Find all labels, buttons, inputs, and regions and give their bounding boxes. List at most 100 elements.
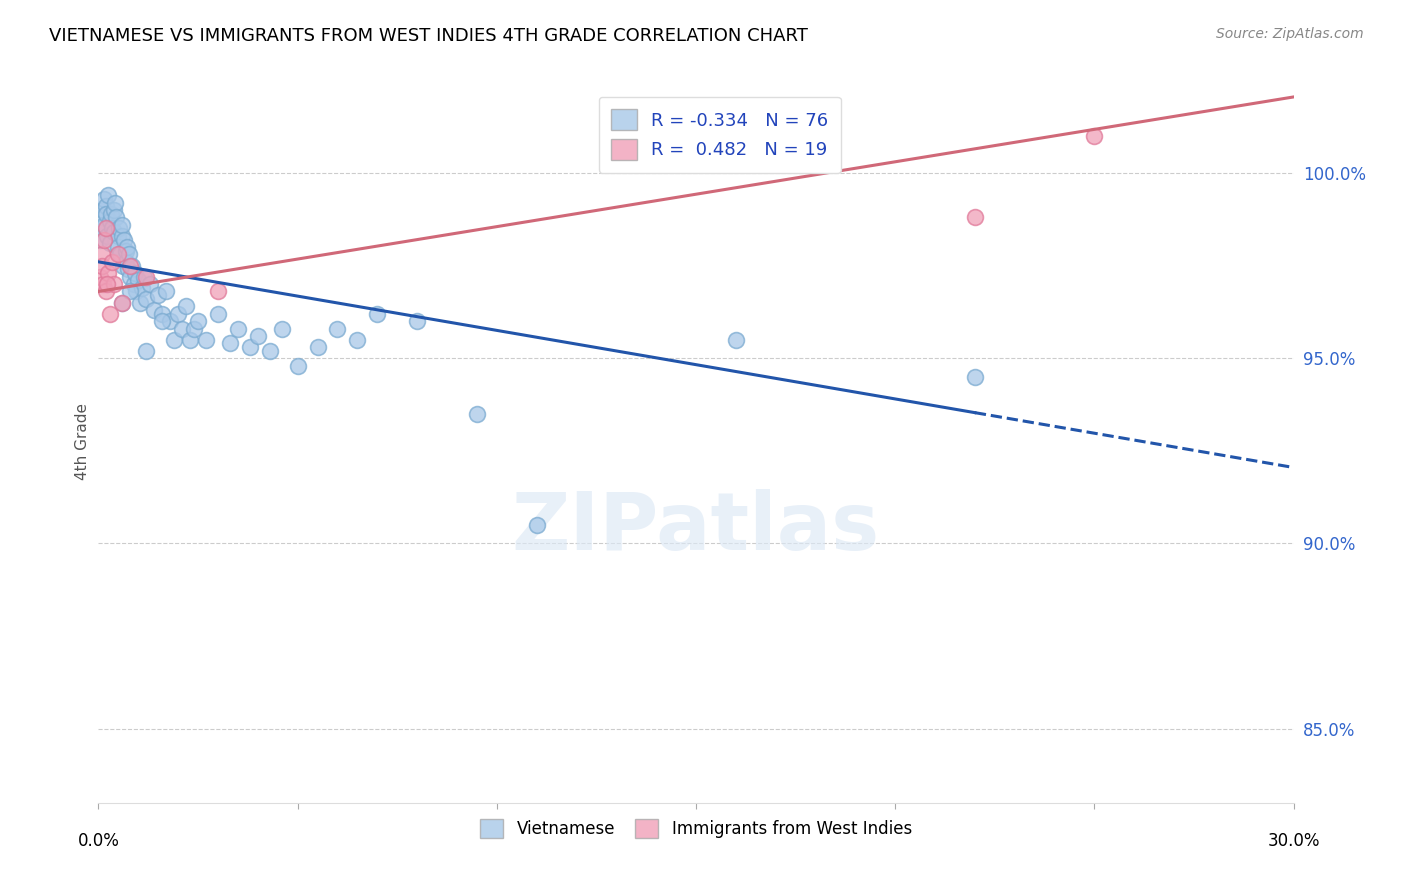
Point [195,333,218,347]
Point [1083,128,1105,143]
Point [131,281,153,295]
Point [112,233,135,247]
Point [187,314,209,328]
Text: Source: ZipAtlas.com: Source: ZipAtlas.com [1216,27,1364,41]
Point [101,221,124,235]
Text: 0.0%: 0.0% [77,832,120,850]
Point [93,233,115,247]
Point [96,277,118,291]
Point [207,285,229,299]
Point [107,240,129,254]
Point [111,295,134,310]
Point [96,228,118,243]
Point [174,299,197,313]
Point [90,211,112,225]
Point [163,333,186,347]
Point [120,259,142,273]
Point [287,359,309,373]
Point [207,307,229,321]
Point [103,277,125,291]
Point [124,277,146,291]
Point [91,221,114,235]
Point [96,207,118,221]
Point [98,307,122,321]
Point [219,336,242,351]
Point [111,295,134,310]
Point [259,343,281,358]
Point [114,244,136,258]
Point [117,262,139,277]
Point [110,247,132,261]
Text: VIETNAMESE VS IMMIGRANTS FROM WEST INDIES 4TH GRADE CORRELATION CHART: VIETNAMESE VS IMMIGRANTS FROM WEST INDIE… [49,27,808,45]
Point [107,247,129,261]
Point [120,269,142,284]
Point [326,321,349,335]
Point [97,188,120,202]
Point [91,259,114,273]
Point [107,228,129,243]
Point [155,285,177,299]
Point [406,314,429,328]
Point [90,247,112,261]
Text: 30.0%: 30.0% [1267,832,1320,850]
Point [112,259,135,273]
Point [96,221,118,235]
Point [139,277,162,291]
Point [91,202,114,217]
Point [150,307,173,321]
Point [105,211,128,225]
Point [100,207,122,221]
Point [118,247,141,261]
Point [89,269,111,284]
Point [150,314,173,328]
Point [135,269,157,284]
Point [183,321,205,335]
Point [121,259,143,273]
Point [94,285,117,299]
Point [98,236,122,251]
Point [963,369,986,384]
Point [134,269,156,284]
Point [98,214,121,228]
Y-axis label: 4th Grade: 4th Grade [75,403,90,480]
Point [97,266,120,280]
Point [111,218,134,232]
Point [94,199,117,213]
Point [179,333,201,347]
Point [103,202,125,217]
Point [120,285,142,299]
Point [135,343,157,358]
Point [366,307,388,321]
Point [93,192,115,206]
Point [103,225,125,239]
Point [93,218,115,232]
Text: ZIPatlas: ZIPatlas [512,489,880,567]
Point [465,407,488,421]
Point [110,228,132,243]
Point [124,266,146,280]
Point [172,321,194,335]
Point [115,255,138,269]
Legend: Vietnamese, Immigrants from West Indies: Vietnamese, Immigrants from West Indies [474,813,918,845]
Point [167,307,190,321]
Point [239,340,262,354]
Point [125,285,148,299]
Point [104,195,127,210]
Point [246,329,269,343]
Point [963,211,986,225]
Point [129,295,152,310]
Point [526,517,548,532]
Point [307,340,329,354]
Point [159,314,181,328]
Point [108,221,131,235]
Point [226,321,249,335]
Point [127,273,149,287]
Point [270,321,292,335]
Point [135,292,157,306]
Point [724,333,747,347]
Point [91,277,114,291]
Point [101,255,124,269]
Point [148,288,170,302]
Point [346,333,368,347]
Point [115,240,138,254]
